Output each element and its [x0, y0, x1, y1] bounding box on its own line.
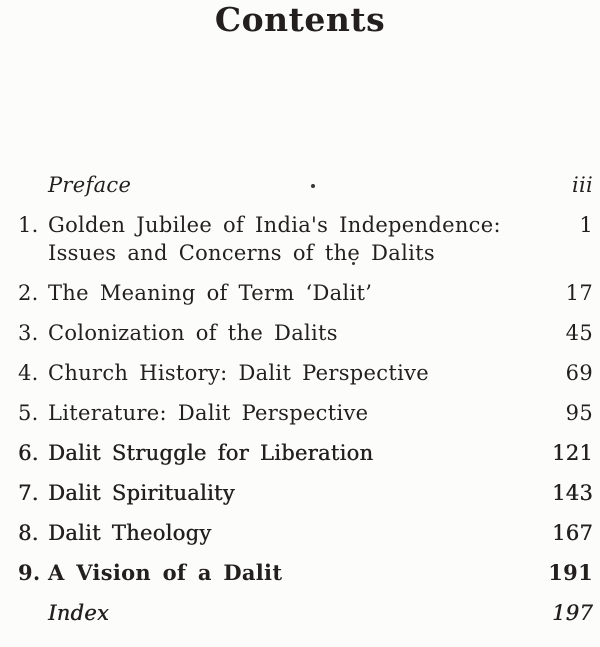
toc-entry-page: 95 [565, 401, 593, 425]
toc-entry-title: The Meaning of Term ‘Dalit’ [48, 279, 553, 307]
toc-row: 6. Dalit Struggle for Liberation 121 [18, 439, 593, 467]
stray-ink-dot [311, 184, 315, 188]
toc-row: 3. Colonization of the Dalits 45 [18, 319, 593, 347]
toc-entry-number: 6. [18, 441, 39, 465]
toc-entry-page: 191 [548, 560, 593, 585]
toc-entry-title-line1: Preface [48, 173, 132, 197]
toc-list: Preface iii 1. Golden Jubilee of India's… [18, 171, 593, 639]
toc-entry-page: 17 [565, 281, 593, 305]
toc-entry-title: Golden Jubilee of India's Independence: … [48, 211, 553, 267]
toc-entry-title: A Vision of a Dalit [48, 559, 548, 587]
toc-entry-page: 69 [565, 361, 593, 385]
toc-entry-number: 9. [18, 560, 41, 585]
toc-row: 5. Literature: Dalit Perspective 95 [18, 399, 593, 427]
toc-entry-title-line1: A Vision of a Dalit [48, 560, 283, 585]
toc-entry-title: Literature: Dalit Perspective [48, 399, 553, 427]
toc-entry-title-line1: Dalit Struggle for Liberation [48, 441, 374, 465]
toc-entry-title-line1: Golden Jubilee of India's Independence: [48, 213, 501, 237]
toc-row: 9. A Vision of a Dalit 191 [18, 559, 593, 587]
toc-row: Preface iii [18, 171, 593, 199]
toc-entry-page: 1 [579, 213, 593, 237]
stray-ink-dot [352, 262, 355, 265]
toc-entry-page: 197 [552, 601, 593, 625]
toc-entry-title: Colonization of the Dalits [48, 319, 553, 347]
toc-entry-title-line1: Dalit Theology [48, 521, 212, 545]
toc-entry-page: iii [571, 173, 593, 197]
toc-entry-title-line1: Dalit Spirituality [48, 481, 235, 505]
toc-row: 8. Dalit Theology 167 [18, 519, 593, 547]
toc-row: 4. Church History: Dalit Perspective 69 [18, 359, 593, 387]
toc-entry-title-line1: Index [48, 601, 110, 625]
toc-entry-title: Dalit Theology [48, 519, 552, 547]
toc-entry-number: 5. [18, 401, 39, 425]
toc-entry-number: 8. [18, 521, 39, 545]
toc-entry-title-line1: Colonization of the Dalits [48, 321, 338, 345]
toc-row: Index 197 [18, 599, 593, 627]
toc-entry-title-line2: Issues and Concerns of the Dalits [48, 241, 435, 265]
toc-entry-number: 3. [18, 321, 39, 345]
toc-entry-title: Church History: Dalit Perspective [48, 359, 553, 387]
toc-entry-title-line1: The Meaning of Term ‘Dalit’ [48, 281, 373, 305]
toc-row: 7. Dalit Spirituality 143 [18, 479, 593, 507]
toc-row: 1. Golden Jubilee of India's Independenc… [18, 211, 593, 267]
toc-row: 2. The Meaning of Term ‘Dalit’ 17 [18, 279, 593, 307]
toc-entry-title: Dalit Struggle for Liberation [48, 439, 552, 467]
toc-entry-page: 121 [552, 441, 593, 465]
toc-entry-page: 45 [565, 321, 593, 345]
toc-entry-number: 7. [18, 481, 39, 505]
toc-entry-page: 143 [552, 481, 593, 505]
toc-entry-title: Preface [48, 171, 553, 199]
toc-entry-title: Dalit Spirituality [48, 479, 552, 507]
toc-entry-title-line1: Literature: Dalit Perspective [48, 401, 369, 425]
toc-entry-number: 4. [18, 361, 39, 385]
toc-entry-page: 167 [552, 521, 593, 545]
toc-entry-title-line1: Church History: Dalit Perspective [48, 361, 429, 385]
toc-entry-number: 1. [18, 213, 39, 237]
page-title: Contents [214, 0, 386, 39]
toc-entry-number: 2. [18, 281, 39, 305]
toc-entry-title: Index [48, 599, 552, 627]
